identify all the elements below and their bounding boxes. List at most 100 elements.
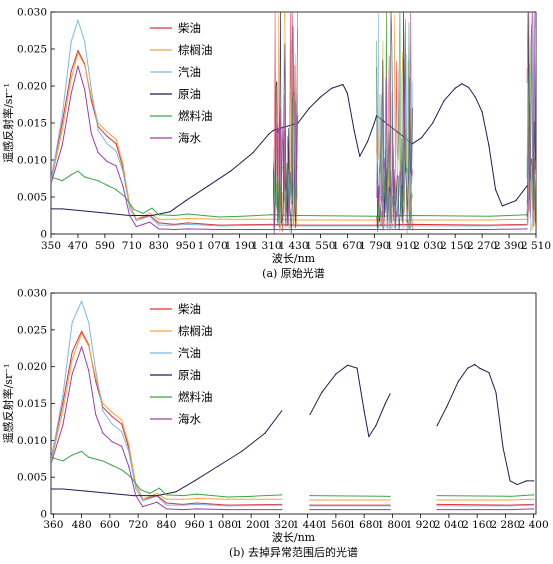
data-point (309, 505, 311, 507)
noise-band-5 (526, 12, 536, 227)
data-point (85, 490, 87, 492)
data-point (61, 208, 63, 210)
data-point (494, 189, 497, 191)
data-point (106, 160, 108, 163)
plot-area (51, 300, 535, 511)
data-point (250, 495, 252, 497)
data-point (187, 217, 189, 220)
data-point (309, 413, 311, 416)
data-point (81, 300, 83, 302)
data-point (61, 144, 63, 146)
data-point (121, 430, 123, 433)
legend-label: 棕榈油 (178, 43, 213, 57)
data-point (135, 220, 137, 222)
series-line-0 (51, 330, 534, 506)
noise-band-5 (272, 12, 298, 234)
y-tick-label: 0.025 (17, 44, 47, 56)
data-point (115, 138, 117, 140)
data-point (342, 83, 344, 86)
data-point (61, 180, 63, 182)
data-point (264, 432, 266, 434)
data-point (111, 416, 113, 418)
data-point (90, 133, 93, 135)
y-tick-label: 0.005 (17, 472, 47, 484)
data-point (187, 223, 189, 225)
data-point (241, 215, 243, 217)
data-point (309, 494, 311, 497)
data-point (61, 115, 63, 117)
data-point (187, 222, 189, 224)
data-point (445, 406, 448, 408)
data-point (207, 185, 209, 187)
data-point (196, 503, 198, 506)
y-tick-label: 0 (40, 229, 47, 241)
data-point (226, 498, 229, 500)
data-point (169, 211, 171, 213)
data-point (308, 107, 310, 109)
data-point (297, 219, 299, 221)
data-point (156, 494, 158, 497)
data-point (488, 215, 490, 217)
data-point (502, 447, 504, 449)
data-point (106, 184, 108, 186)
data-point (62, 488, 64, 490)
data-point (432, 122, 434, 124)
data-point (270, 224, 272, 226)
data-point (84, 64, 86, 66)
data-point (187, 228, 189, 230)
data-point (389, 508, 391, 511)
y-tick-label: 0.030 (17, 288, 47, 300)
data-point (84, 176, 86, 178)
data-point (77, 19, 79, 21)
data-point (156, 492, 158, 494)
data-point (102, 432, 104, 434)
y-tick-label: 0.020 (17, 81, 47, 93)
x-tick-label: 350 (41, 240, 61, 252)
data-point (474, 363, 476, 366)
x-tick-label: 1 320 (264, 519, 294, 531)
x-tick-label: 1 190 (225, 240, 255, 252)
data-point (515, 200, 517, 202)
data-point (81, 346, 83, 348)
y-tick-label: 0.025 (17, 324, 47, 336)
data-point (151, 214, 153, 217)
data-point (368, 436, 370, 438)
data-point (70, 78, 72, 80)
data-point (533, 504, 535, 506)
data-point (165, 508, 167, 510)
data-point (173, 224, 176, 226)
data-point (173, 228, 176, 231)
data-point (95, 380, 97, 382)
data-point (51, 488, 52, 490)
data-point (226, 508, 229, 511)
data-point (135, 226, 137, 228)
data-point (71, 321, 73, 324)
data-point (158, 224, 160, 226)
data-point (281, 508, 283, 511)
x-tick-label: 1 550 (305, 240, 335, 252)
data-point (77, 65, 79, 67)
x-tick-label: 840 (156, 519, 176, 531)
data-point (516, 483, 518, 486)
data-point (70, 174, 72, 176)
data-point (281, 410, 283, 412)
legend-label: 原油 (178, 368, 201, 382)
x-tick-label: 830 (149, 240, 169, 252)
data-point (270, 214, 272, 216)
data-point (62, 425, 64, 427)
data-point (149, 212, 151, 214)
data-point (297, 228, 299, 231)
data-point (218, 228, 221, 231)
x-tick-label: 1 920 (406, 519, 436, 531)
data-point (196, 493, 198, 495)
data-point (77, 49, 79, 52)
x-tick-label: 1 800 (377, 519, 407, 531)
data-point (182, 494, 184, 497)
y-axis-label: 遥感反射率/sr⁻¹ (1, 364, 15, 444)
data-point (139, 489, 142, 491)
data-point (142, 506, 144, 508)
data-point (241, 450, 243, 452)
x-tick-label: 2 030 (413, 240, 443, 252)
data-point (51, 456, 52, 458)
data-point (281, 494, 283, 496)
